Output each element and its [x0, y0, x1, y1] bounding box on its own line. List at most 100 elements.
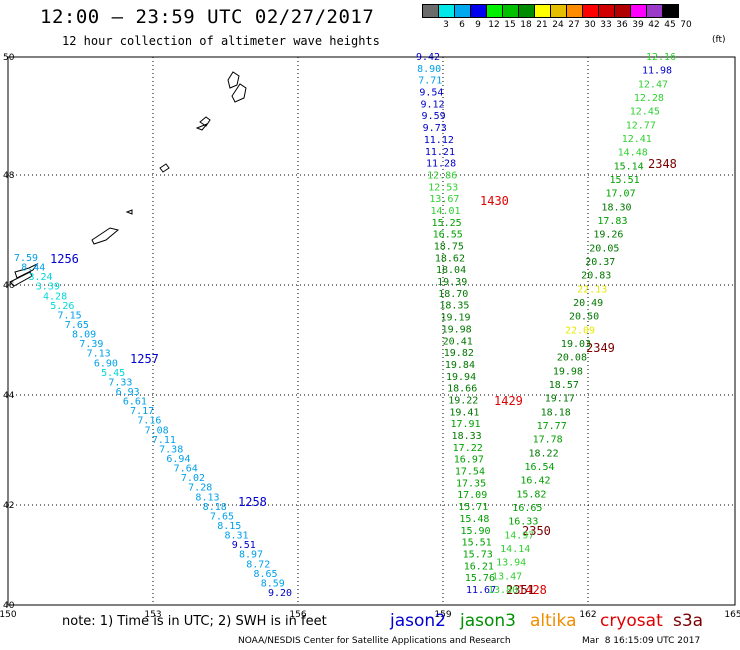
wave-height-value: 5.45 [101, 368, 125, 379]
pass-number-label: 1256 [50, 252, 79, 266]
wave-height-value: 12.77 [626, 120, 656, 131]
legend-label: 15 [504, 20, 516, 30]
wave-height-value: 9.73 [423, 123, 447, 134]
pass-number-label: 2349 [586, 341, 615, 355]
x-tick-label: 159 [434, 610, 451, 620]
wave-height-value: 8.65 [253, 569, 277, 580]
island-outline [195, 123, 208, 131]
wave-height-value: 15.51 [462, 538, 492, 549]
y-tick-label: 44 [3, 391, 15, 401]
wave-height-value: 11.67 [466, 585, 496, 596]
y-tick-label: 48 [3, 171, 15, 181]
pass-number-label: 1258 [238, 495, 267, 509]
x-tick-label: 150 [0, 610, 17, 620]
wave-height-value: 7.59 [14, 253, 38, 264]
legend-label: 12 [488, 20, 500, 30]
wave-height-value: 14.14 [500, 544, 530, 555]
island-outline [227, 71, 240, 89]
wave-height-value: 7.65 [210, 511, 234, 522]
legend-label: 33 [600, 20, 612, 30]
wave-height-value: 17.35 [456, 478, 486, 489]
wave-height-value: 18.70 [438, 289, 468, 300]
wave-height-value: 19.84 [445, 360, 475, 371]
wave-height-value: 18.30 [601, 202, 631, 213]
legend-labels: 3 6 9 12 15 18 21 24 27 30 33 36 39 42 45 70 [422, 18, 740, 32]
footer-generated: Mar 8 16:15:09 UTC 2017 [582, 636, 701, 646]
wave-height-value: 9.59 [422, 111, 446, 122]
wave-height-value: 22.13 [577, 284, 607, 295]
wave-height-value: 15.14 [614, 161, 644, 172]
legend-label: 30 [584, 20, 596, 30]
wave-height-value: 11.98 [642, 66, 672, 77]
y-tick-label: 46 [3, 281, 15, 291]
wave-height-value: 12.53 [428, 182, 458, 193]
pass-number-label: 1257 [130, 352, 159, 366]
wave-height-value: 20.83 [581, 271, 611, 282]
wave-height-value: 14.48 [618, 148, 648, 159]
island-outline [9, 271, 33, 287]
y-tick-label: 42 [3, 501, 14, 511]
island-outline [91, 227, 120, 245]
satellite-jason3: jason3 [460, 611, 516, 631]
wave-height-value: 18.18 [541, 407, 571, 418]
wave-height-value: 19.39 [437, 277, 467, 288]
footer-note: note: 1) Time is in UTC; 2) SWH is in fe… [62, 614, 327, 629]
wave-height-value: 11.12 [424, 135, 454, 146]
wave-height-value: 12.16 [646, 52, 676, 63]
wave-height-value: 8.90 [417, 64, 441, 75]
satellite-jason2: jason2 [390, 611, 446, 631]
wave-height-value: 7.15 [58, 310, 82, 321]
wave-height-value: 13.47 [492, 571, 522, 582]
wave-height-value: 15.71 [458, 502, 488, 513]
pass-number-label: 2350 [522, 524, 551, 538]
wave-height-value: 16.21 [464, 561, 494, 572]
wave-height-value: 17.91 [450, 419, 480, 430]
wave-height-value: 16.54 [524, 462, 554, 473]
legend-label: 36 [616, 20, 628, 30]
wave-height-value: 7.71 [418, 76, 442, 87]
wave-height-value: 18.66 [447, 384, 477, 395]
legend-label: 18 [520, 20, 532, 30]
pass-number-label: 1429 [494, 394, 523, 408]
x-tick-label: 153 [144, 610, 161, 620]
wave-height-value: 20.08 [557, 353, 587, 364]
wave-height-value: 14.01 [430, 206, 460, 217]
wave-height-value: 19.03 [561, 339, 591, 350]
wave-height-value: 12.45 [630, 107, 660, 118]
wave-height-value: 7.11 [152, 435, 176, 446]
wave-height-value: 11.21 [425, 147, 455, 158]
wave-height-value: 8.13 [195, 492, 219, 503]
wave-height-value: 15.25 [432, 218, 462, 229]
x-tick-label: 165 [724, 610, 740, 620]
wave-height-value: 19.26 [593, 230, 623, 241]
x-tick-label: 156 [289, 610, 306, 620]
pass-number-label: 1428 [518, 583, 547, 597]
legend-label: 45 [664, 20, 676, 30]
wave-height-value: 19.94 [446, 372, 476, 383]
wave-height-value: 19.41 [449, 407, 479, 418]
satellite-altika: altika [530, 611, 577, 631]
wave-height-value: 18.57 [549, 380, 579, 391]
wave-height-value: 16.55 [433, 230, 463, 241]
legend-label: 42 [648, 20, 660, 30]
wave-height-value: 17.77 [537, 421, 567, 432]
wave-height-value: 19.22 [448, 395, 478, 406]
wave-height-value: 16.97 [454, 455, 484, 466]
footer-credit: NOAA/NESDIS Center for Satellite Applica… [238, 636, 511, 646]
wave-height-value: 19.82 [444, 348, 474, 359]
satellite-s3a: s3a [673, 611, 704, 631]
wave-height-value: 7.38 [159, 444, 183, 455]
wave-height-value: 16.42 [520, 476, 550, 487]
wave-height-value: 19.98 [553, 366, 583, 377]
wave-height-value: 11.28 [426, 159, 456, 170]
wave-height-value: 18.35 [439, 301, 469, 312]
wave-height-value: 22.09 [565, 325, 595, 336]
wave-height-value: 20.50 [569, 312, 599, 323]
x-tick-label: 162 [579, 610, 596, 620]
wave-height-value: 14.97 [504, 530, 534, 541]
wave-height-value: 20.05 [589, 243, 619, 254]
wave-height-value: 16.65 [512, 503, 542, 514]
wave-height-value: 17.07 [605, 189, 635, 200]
island-outline [231, 83, 247, 103]
